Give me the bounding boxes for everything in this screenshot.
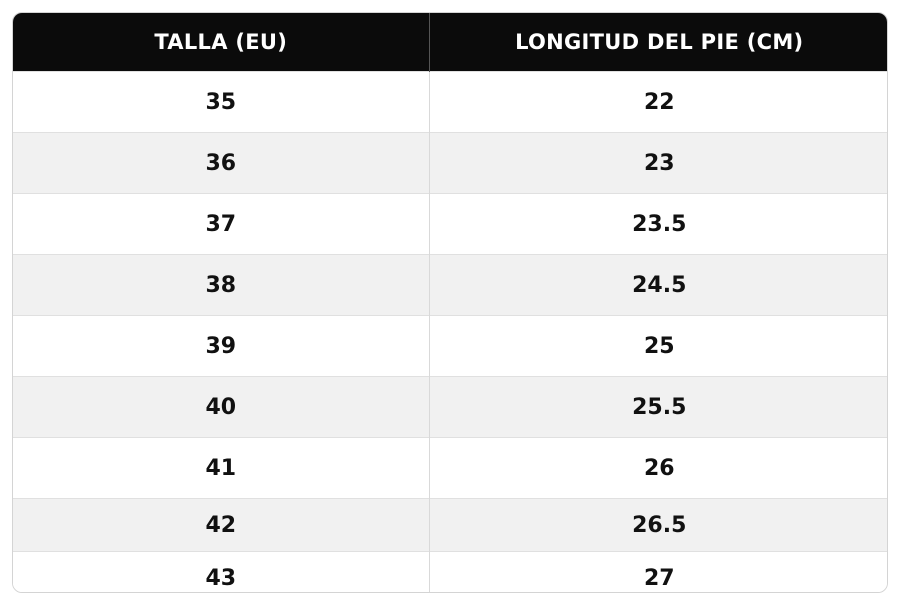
size-cell: 35 <box>13 71 430 133</box>
size-cell: 38 <box>13 254 430 316</box>
size-chart-table: TALLA (EU) LONGITUD DEL PIE (CM) 35 22 3… <box>12 12 888 593</box>
length-cell: 27 <box>429 551 887 592</box>
size-cell: 40 <box>13 376 430 438</box>
table-row: 37 23.5 <box>13 193 887 255</box>
length-cell: 22 <box>429 71 887 133</box>
table-row: 41 26 <box>13 437 887 499</box>
length-cell: 25.5 <box>429 376 887 438</box>
size-cell: 36 <box>13 132 430 194</box>
header-row: TALLA (EU) LONGITUD DEL PIE (CM) <box>13 13 887 72</box>
header-foot-length: LONGITUD DEL PIE (CM) <box>429 13 887 72</box>
size-table: TALLA (EU) LONGITUD DEL PIE (CM) 35 22 3… <box>13 13 887 592</box>
table-body: 35 22 36 23 37 23.5 38 24.5 39 25 40 25.… <box>13 71 887 592</box>
header-size-eu: TALLA (EU) <box>13 13 430 72</box>
table-row: 36 23 <box>13 132 887 194</box>
size-cell: 37 <box>13 193 430 255</box>
size-cell: 42 <box>13 498 430 552</box>
size-cell: 39 <box>13 315 430 377</box>
length-cell: 23 <box>429 132 887 194</box>
table-header: TALLA (EU) LONGITUD DEL PIE (CM) <box>13 13 887 72</box>
table-row: 39 25 <box>13 315 887 377</box>
length-cell: 25 <box>429 315 887 377</box>
size-cell: 41 <box>13 437 430 499</box>
table-row: 42 26.5 <box>13 498 887 552</box>
table-row: 40 25.5 <box>13 376 887 438</box>
table-row: 43 27 <box>13 551 887 592</box>
length-cell: 24.5 <box>429 254 887 316</box>
table-row: 38 24.5 <box>13 254 887 316</box>
table-row: 35 22 <box>13 71 887 133</box>
length-cell: 26.5 <box>429 498 887 552</box>
length-cell: 26 <box>429 437 887 499</box>
size-cell: 43 <box>13 551 430 592</box>
length-cell: 23.5 <box>429 193 887 255</box>
